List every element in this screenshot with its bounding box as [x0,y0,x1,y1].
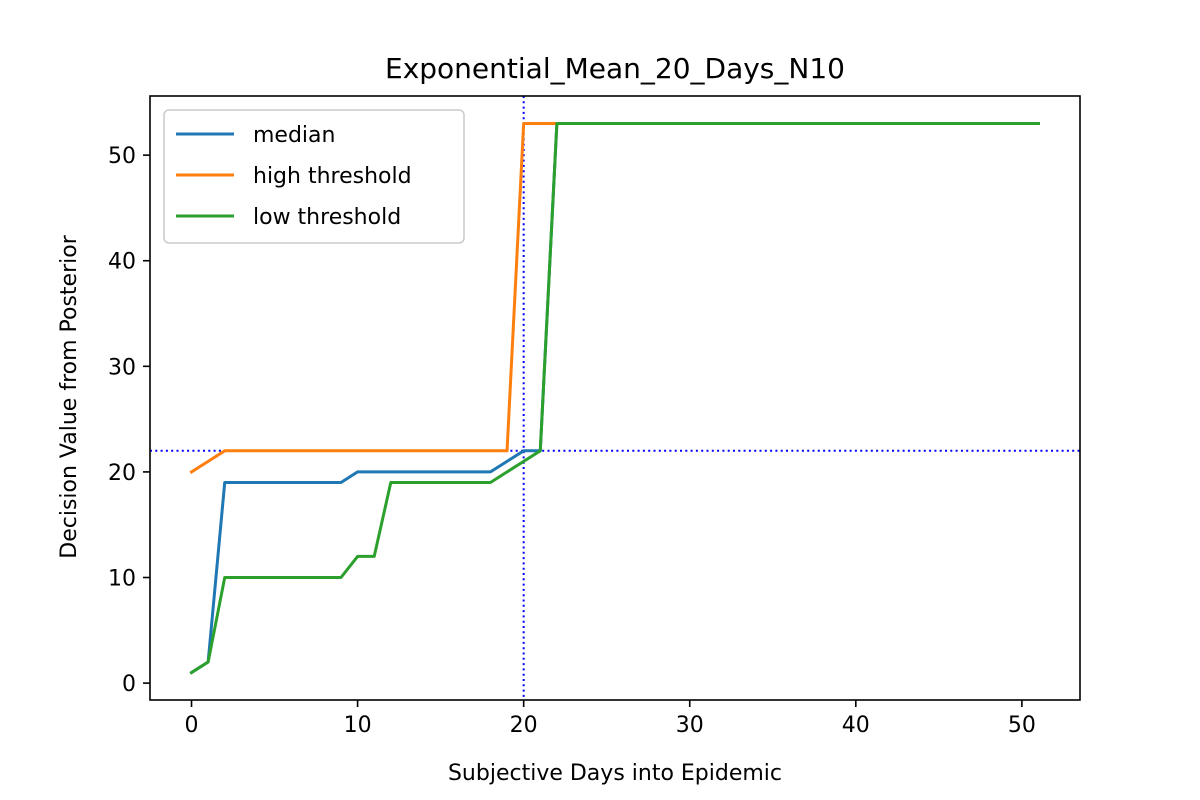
legend-label-high-threshold: high threshold [253,164,412,189]
y-axis: 0 10 20 30 40 50 [108,144,150,697]
legend-frame [163,109,465,244]
series-lines [189,121,1040,675]
x-tick-label: 0 [185,713,199,738]
x-tick-label: 40 [842,713,870,738]
y-axis-label: Decision Value from Posterior [57,234,82,558]
y-tick-label: 50 [108,144,136,169]
plot-frame [149,95,1081,701]
x-axis: 0 10 20 30 40 50 [185,700,1036,738]
x-tick-label: 30 [676,713,704,738]
legend: median high threshold low threshold [163,109,465,244]
x-tick-label: 10 [344,713,372,738]
legend-items: median high threshold low threshold [176,123,412,230]
y-tick-label: 40 [108,250,136,275]
x-axis-label: Subjective Days into Epidemic [448,761,782,786]
y-tick-label: 10 [108,567,136,592]
y-tick-label: 20 [108,461,136,486]
chart-title: Exponential_Mean_20_Days_N10 [385,52,845,85]
x-tick-label: 50 [1008,713,1036,738]
y-tick-label: 0 [122,672,136,697]
legend-label-median: median [253,123,335,148]
legend-label-low-threshold: low threshold [253,205,401,230]
series-line-low-threshold [189,121,1040,675]
x-tick-label: 20 [510,713,538,738]
y-tick-label: 30 [108,355,136,380]
